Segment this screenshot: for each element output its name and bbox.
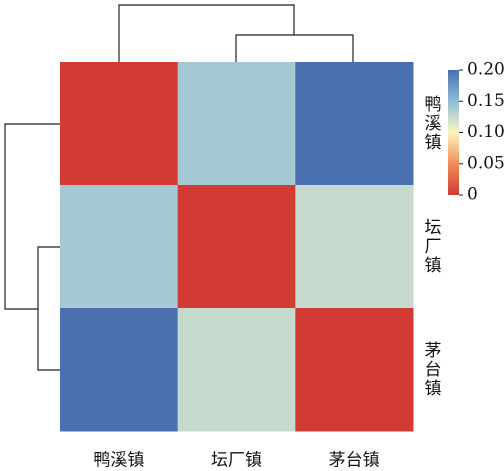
row-dendrogram	[4, 123, 60, 371]
colorbar-tick-label: 0.05	[467, 153, 504, 173]
heatmap-cell	[177, 308, 296, 432]
heatmap-cell	[295, 308, 414, 432]
y-tick-label: 茅台镇	[421, 341, 442, 398]
x-tick-label: 茅台镇	[329, 451, 380, 471]
colorbar	[448, 70, 459, 195]
dendrogram-branch	[235, 34, 354, 62]
y-tick-label: 坛厂镇	[421, 218, 442, 275]
colorbar-tick-label: 0.15	[467, 91, 504, 111]
column-dendrogram	[118, 4, 354, 62]
heatmap-cell	[177, 62, 296, 186]
heatmap-cell	[177, 185, 296, 309]
dendrogram-branch	[4, 123, 60, 310]
dendrogram-branch	[118, 4, 295, 62]
heatmap-cell	[60, 62, 179, 186]
colorbar-tick-label: 0.20	[467, 60, 504, 80]
heatmap-cell	[295, 185, 414, 309]
heatmap-cell	[60, 308, 179, 432]
x-tick-label: 鸭溪镇	[93, 451, 144, 471]
x-tick-label: 坛厂镇	[211, 451, 262, 471]
heatmap-cell	[295, 62, 414, 186]
y-tick-label: 鸭溪镇	[421, 95, 442, 152]
dendrogram-branch	[37, 246, 60, 371]
heatmap-cell	[60, 185, 179, 309]
colorbar-tick-label: 0	[467, 185, 478, 205]
colorbar-tick-label: 0.10	[467, 122, 504, 142]
